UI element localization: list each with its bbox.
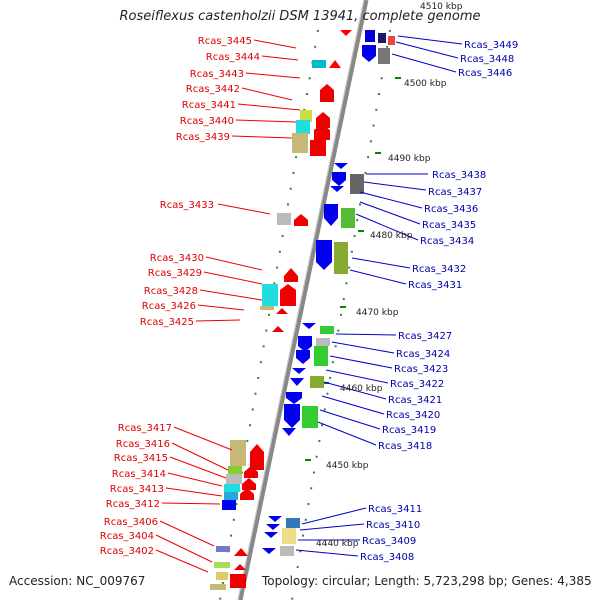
gene-block: [378, 48, 390, 64]
gene-label: Rcas_3427: [398, 331, 452, 342]
gene-label: Rcas_3431: [408, 280, 462, 291]
right-gene-labels: Rcas_3449 Rcas_3448 Rcas_3446 Rcas_3438 …: [360, 40, 518, 563]
gene-arrow: [320, 84, 334, 102]
scale-labels: 4510 kbp 4500 kbp 4490 kbp 4480 kbp 4470…: [316, 2, 463, 549]
gene-block: [296, 120, 310, 134]
gene-label: Rcas_3433: [160, 200, 214, 211]
gene-label: Rcas_3429: [148, 268, 202, 279]
gene-label: Rcas_3432: [412, 264, 466, 275]
scale-label: 4460 kbp: [340, 384, 383, 394]
scale-label: 4500 kbp: [404, 79, 447, 89]
gene-arrow: [340, 30, 352, 36]
gene-block: [292, 133, 308, 153]
gene-label: Rcas_3406: [104, 517, 158, 528]
gene-block: [365, 30, 375, 42]
scale-label: 4440 kbp: [316, 539, 359, 549]
gene-block: [312, 60, 326, 68]
gene-label: Rcas_3404: [100, 531, 154, 542]
gene-label: Rcas_3430: [150, 253, 204, 264]
gene-label: Rcas_3419: [382, 425, 436, 436]
gene-label: Rcas_3408: [360, 552, 414, 563]
gene-label: Rcas_3414: [112, 469, 166, 480]
gene-block: [378, 33, 386, 43]
gene-label: Rcas_3421: [388, 395, 442, 406]
gene-label: Rcas_3410: [366, 520, 420, 531]
genome-backbone: [237, 0, 369, 600]
gene-label: Rcas_3417: [118, 423, 172, 434]
scale-label: 4450 kbp: [326, 461, 369, 471]
gene-label: Rcas_3445: [198, 36, 252, 47]
gene-label: Rcas_3444: [206, 52, 260, 63]
gene-label: Rcas_3443: [190, 69, 244, 80]
gene-arrow: [329, 60, 341, 68]
gene-label: Rcas_3440: [180, 116, 234, 127]
accession-label: Accession: NC_009767: [9, 574, 146, 588]
left-gene-labels: Rcas_3445 Rcas_3444 Rcas_3443 Rcas_3442 …: [100, 36, 260, 557]
scale-label: 4490 kbp: [388, 154, 431, 164]
gene-label: Rcas_3448: [460, 54, 514, 65]
gene-block: [388, 36, 395, 45]
gene-label: Rcas_3435: [422, 220, 476, 231]
gene-label: Rcas_3449: [464, 40, 518, 51]
gene-label: Rcas_3438: [432, 170, 486, 181]
gene-label: Rcas_3424: [396, 349, 450, 360]
gene-label: Rcas_3441: [182, 100, 236, 111]
left-leader-lines: [155, 39, 301, 573]
gene-label: Rcas_3412: [106, 499, 160, 510]
right-leader-lines: [295, 35, 463, 557]
gene-label: Rcas_3425: [140, 317, 194, 328]
gene-label: Rcas_3409: [362, 536, 416, 547]
gene-label: Rcas_3423: [394, 364, 448, 375]
gene-label: Rcas_3434: [420, 236, 474, 247]
gene-label: Rcas_3413: [110, 484, 164, 495]
gene-label: Rcas_3415: [114, 453, 168, 464]
gene-label: Rcas_3437: [428, 187, 482, 198]
gene-label: Rcas_3411: [368, 504, 422, 515]
gene-arrow: [362, 45, 376, 62]
gene-features: [210, 30, 395, 590]
gene-label: Rcas_3422: [390, 379, 444, 390]
gene-label: Rcas_3426: [142, 301, 196, 312]
gene-label: Rcas_3402: [100, 546, 154, 557]
genome-title: Roseiflexus castenholzii DSM 13941, comp…: [119, 9, 481, 24]
scale-label: 4480 kbp: [370, 231, 413, 241]
scale-label-top: 4510 kbp: [420, 2, 463, 12]
gene-label: Rcas_3418: [378, 441, 432, 452]
gene-label: Rcas_3436: [424, 204, 478, 215]
topology-label: Topology: circular; Length: 5,723,298 bp…: [262, 574, 592, 588]
gene-label: Rcas_3420: [386, 410, 440, 421]
gene-block: [300, 110, 312, 122]
gene-label: Rcas_3416: [116, 439, 170, 450]
gene-label: Rcas_3446: [458, 68, 512, 79]
scale-label: 4470 kbp: [356, 308, 399, 318]
gene-label: Rcas_3439: [176, 132, 230, 143]
gene-label: Rcas_3428: [144, 286, 198, 297]
gene-label: Rcas_3442: [186, 84, 240, 95]
